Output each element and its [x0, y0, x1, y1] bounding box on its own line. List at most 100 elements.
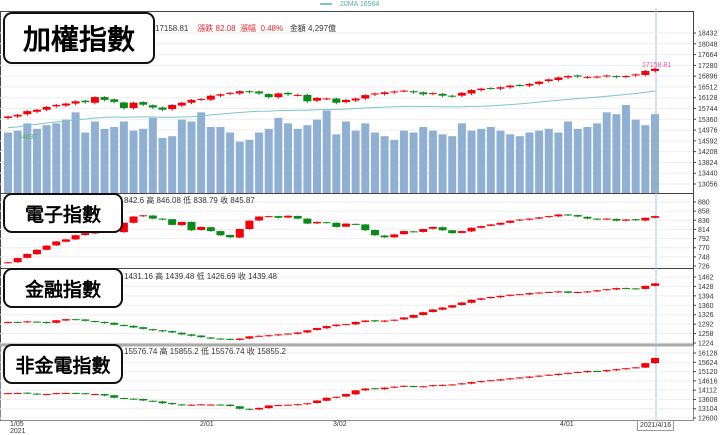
candle-body	[255, 407, 264, 410]
volume-bar	[216, 127, 225, 193]
volume-bar	[139, 128, 148, 193]
y-tick-label: 15744	[698, 106, 718, 113]
candle-body	[158, 218, 167, 220]
candle-body	[4, 321, 12, 323]
cursor-date-box: 2021/4/16	[637, 420, 675, 431]
candle-body	[380, 387, 389, 390]
candle-body	[535, 81, 544, 84]
volume-bar	[32, 128, 41, 193]
y-tick-label: 792	[698, 236, 710, 243]
low-price-label: 14637	[18, 134, 38, 141]
candle-body	[206, 227, 215, 232]
volume-bar	[535, 130, 544, 193]
candle-body	[139, 327, 148, 329]
candle-body	[81, 100, 90, 103]
candle-body	[235, 91, 244, 94]
candle-body	[602, 218, 611, 220]
y-tick-label: 748	[698, 254, 710, 261]
candle-body	[631, 219, 640, 221]
candle-body	[197, 226, 206, 231]
volume-bar	[390, 139, 399, 193]
volume-bar	[467, 130, 476, 193]
volume-bar	[42, 125, 51, 193]
candle-body	[245, 408, 254, 410]
candle-body	[274, 405, 283, 407]
candle-body	[139, 215, 148, 217]
candle-body	[303, 218, 312, 224]
candle-body	[602, 75, 611, 77]
y-tick-label: 14616	[698, 378, 718, 385]
candle-body	[438, 227, 447, 231]
volume-bar	[486, 127, 495, 193]
candle-body	[554, 373, 563, 375]
y-tick-label: 880	[698, 200, 710, 207]
candle-body	[341, 223, 350, 227]
candle-body	[168, 219, 177, 225]
candle-body	[206, 404, 215, 406]
candle-body	[380, 235, 389, 238]
candle-body	[544, 216, 553, 218]
candle-body	[303, 94, 312, 102]
candle-body	[206, 337, 215, 339]
volume-bar	[593, 123, 602, 193]
candle-body	[457, 302, 466, 306]
candle-body	[332, 396, 341, 398]
candle-body	[622, 288, 631, 290]
y-tick-label: 15624	[698, 360, 718, 367]
candle-body	[515, 84, 524, 86]
candle-body	[61, 103, 70, 106]
volume-bar	[622, 105, 631, 193]
candle-body	[351, 223, 360, 225]
candle-body	[515, 294, 524, 296]
volume-bar	[370, 132, 379, 193]
candle-body	[525, 83, 534, 86]
candle-body	[284, 92, 293, 95]
candle-body	[187, 99, 196, 103]
y-tick-label: 16896	[698, 74, 718, 81]
volume-bar	[399, 130, 408, 193]
candle-body	[486, 380, 495, 382]
candle-body	[206, 95, 215, 100]
volume-bar	[361, 123, 370, 193]
candle-body	[399, 317, 408, 320]
candle-body	[612, 218, 621, 221]
candle-body	[564, 372, 573, 374]
volume-bar	[61, 119, 70, 193]
y-tick-label: 17664	[698, 52, 718, 59]
volume-bar	[544, 128, 553, 193]
candle-body	[293, 94, 302, 96]
candle-body	[216, 404, 225, 406]
volume-bar	[322, 110, 331, 193]
candle-body	[409, 386, 418, 388]
candle-body	[13, 321, 22, 323]
candle-body	[168, 403, 177, 405]
candle-body	[496, 222, 505, 225]
y-tick-label: 726	[698, 264, 710, 271]
candle-body	[332, 324, 341, 327]
candle-body	[177, 221, 186, 226]
candle-body	[641, 363, 650, 368]
candle-body	[322, 222, 331, 224]
x-label: 4/01	[560, 421, 574, 428]
volume-bar	[255, 132, 264, 193]
y-tick-label: 16128	[698, 351, 718, 358]
candle-body	[129, 216, 138, 223]
candle-body	[438, 93, 447, 96]
volume-bar	[641, 125, 650, 193]
candle-body	[351, 390, 360, 395]
candle-body	[274, 93, 283, 98]
candle-body	[139, 102, 148, 105]
candle-body	[428, 226, 437, 229]
candle-body	[322, 397, 331, 401]
candle-body	[274, 216, 283, 218]
candle-body	[32, 249, 41, 255]
candle-body	[264, 216, 273, 218]
candle-body	[13, 258, 22, 263]
volume-bar	[52, 123, 61, 193]
candle-body	[631, 288, 640, 290]
candle-body	[361, 224, 370, 231]
candle-body	[313, 400, 322, 404]
candle-body	[313, 221, 322, 224]
candle-body	[71, 235, 80, 240]
